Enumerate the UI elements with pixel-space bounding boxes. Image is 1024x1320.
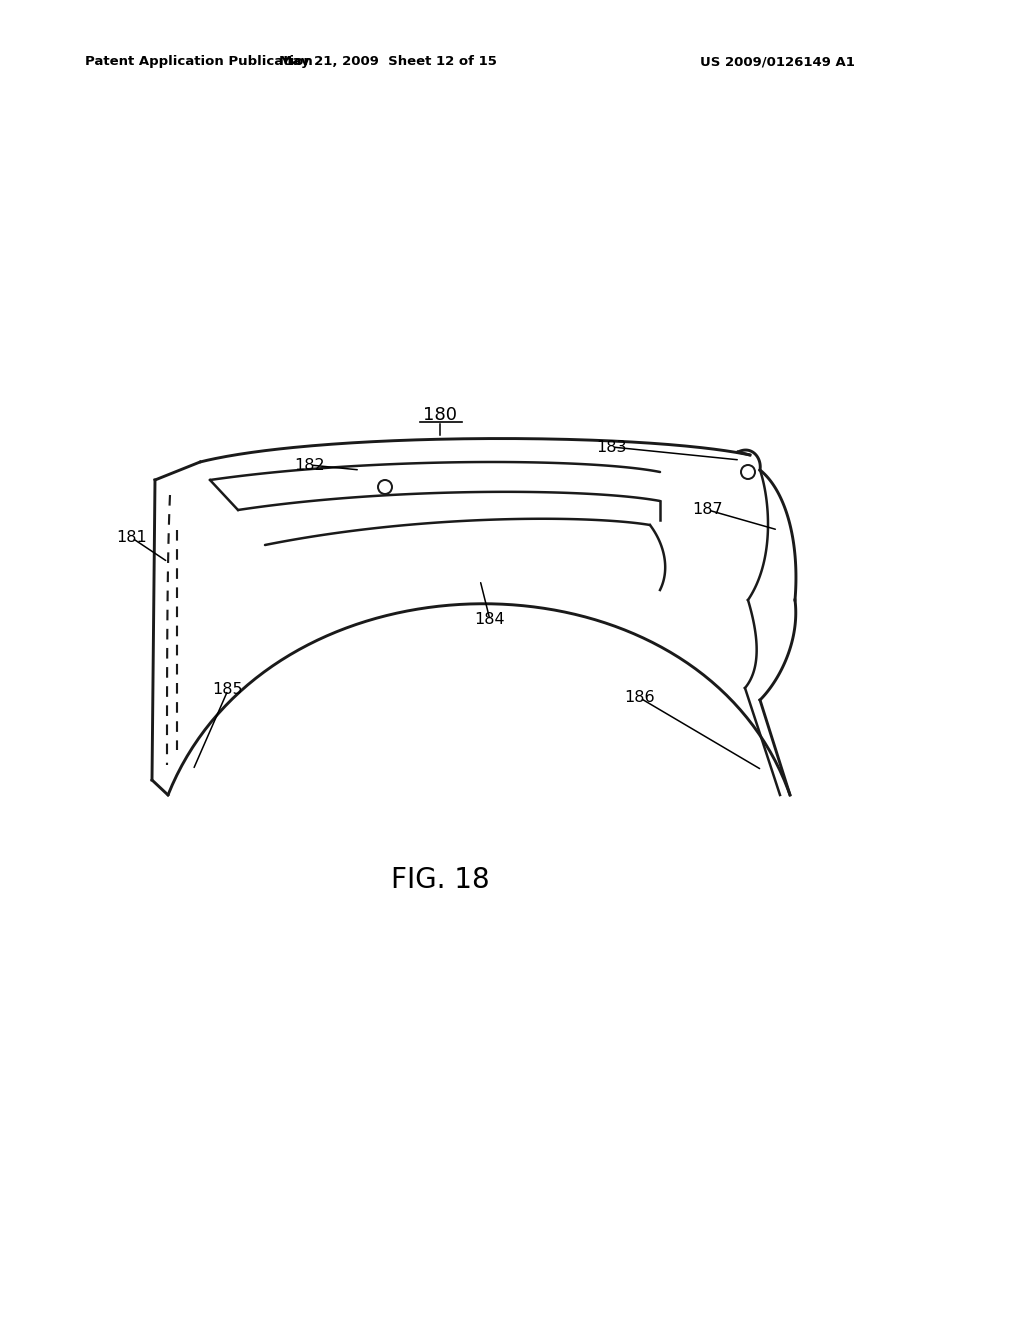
Text: 181: 181 [117,531,147,545]
Text: 182: 182 [295,458,326,473]
Text: Patent Application Publication: Patent Application Publication [85,55,312,69]
Text: FIG. 18: FIG. 18 [391,866,489,894]
Text: 180: 180 [423,407,457,424]
Text: 186: 186 [625,690,655,705]
Text: 185: 185 [213,682,244,697]
Text: 187: 187 [692,503,723,517]
Text: 184: 184 [475,612,505,627]
Text: May 21, 2009  Sheet 12 of 15: May 21, 2009 Sheet 12 of 15 [280,55,497,69]
Text: US 2009/0126149 A1: US 2009/0126149 A1 [700,55,855,69]
Text: 183: 183 [597,440,628,454]
